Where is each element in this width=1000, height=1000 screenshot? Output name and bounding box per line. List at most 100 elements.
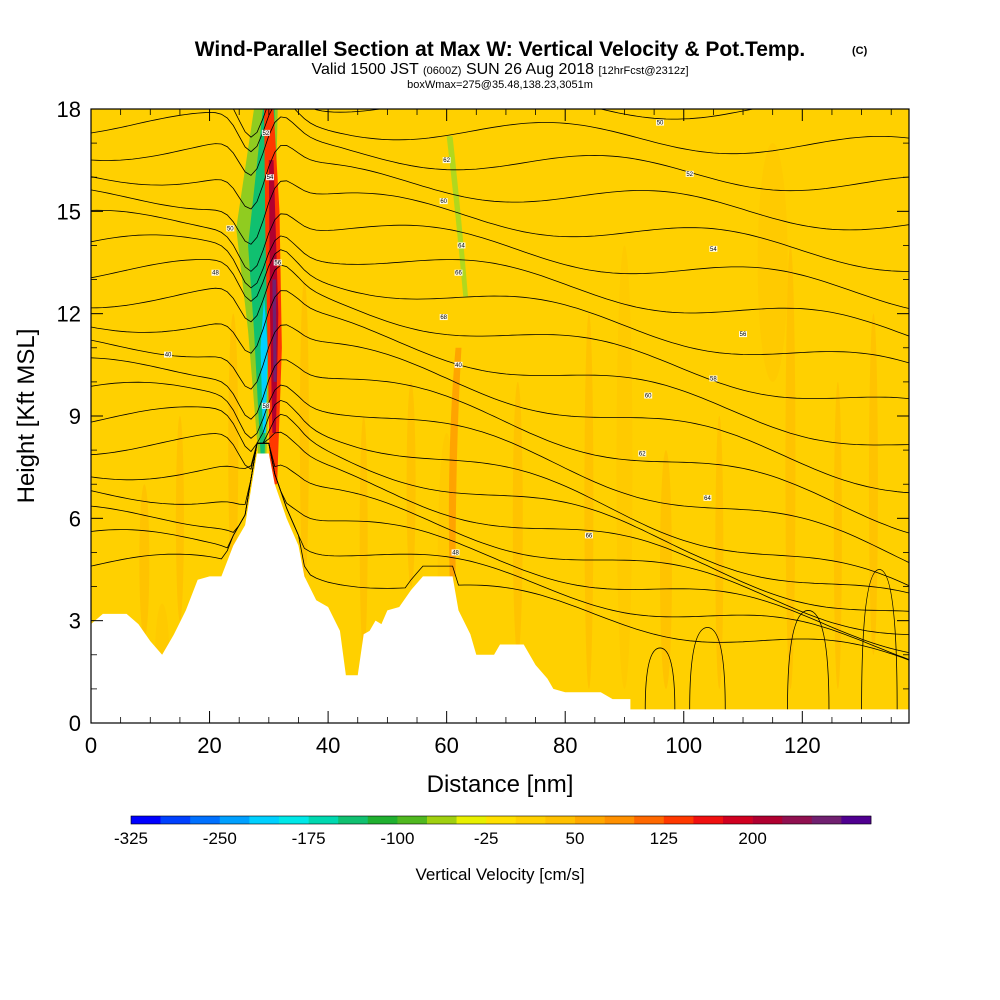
- colorbar-tick-label: -25: [474, 829, 499, 848]
- colorbar-tick-label: -175: [292, 829, 326, 848]
- x-axis: 0 20 40 60 80 100 120: [85, 109, 892, 758]
- valid-utc: (0600Z): [423, 65, 462, 77]
- isentrope-label: 64: [458, 243, 465, 249]
- isentrope-label: 58: [263, 404, 270, 410]
- y-tick-label: 9: [69, 404, 81, 429]
- y-tick-label: 6: [69, 506, 81, 531]
- y-tick-label: 0: [69, 711, 81, 736]
- isentrope-label-bg: [656, 119, 665, 126]
- isentrope-label-bg: [709, 245, 718, 252]
- weak-updraft-region: [659, 450, 672, 689]
- colorbar-swatch: [219, 816, 250, 824]
- isentrope-label-bg: [211, 269, 220, 276]
- colorbar-swatch: [811, 816, 842, 824]
- x-tick-label: 80: [553, 733, 577, 758]
- colorbar-swatch: [752, 816, 783, 824]
- isentrope-line: [91, 442, 909, 660]
- y-tick-label: 15: [57, 199, 81, 224]
- colorbar-tick-label: -325: [114, 829, 148, 848]
- isentrope-label: 60: [440, 199, 447, 205]
- terrain-mask: [91, 453, 909, 723]
- updraft-region: [757, 143, 788, 382]
- isentrope-label: 50: [657, 121, 664, 127]
- isentrope-label-bg: [454, 269, 463, 276]
- weak-updraft-region: [228, 313, 239, 587]
- downdraft-streak: [446, 136, 468, 297]
- colorbar-swatch: [723, 816, 753, 824]
- isentrope-label-bg: [442, 157, 451, 164]
- isentrope-label: 68: [440, 315, 447, 321]
- velocity-shading: [139, 109, 878, 706]
- colorbar-swatch: [367, 816, 398, 824]
- weak-updraft-region: [868, 313, 878, 655]
- colorbar-tick-label: -250: [203, 829, 237, 848]
- isentrope-label-bg: [584, 532, 593, 539]
- isentrope-label: 62: [639, 452, 646, 458]
- isentrope-label-bg: [451, 549, 460, 556]
- isentrope-line: [644, 647, 676, 710]
- isentrope-label: 66: [455, 271, 462, 277]
- isentrope-label-bg: [226, 225, 235, 232]
- isentrope-label: 56: [274, 261, 281, 267]
- isentrope-label: 56: [740, 332, 747, 338]
- isentrope-label-bg: [273, 259, 282, 266]
- colorbar-swatch: [160, 816, 191, 824]
- isentrope-line: [91, 442, 909, 653]
- weak-updraft-region: [715, 416, 724, 689]
- x-tick-label: 100: [665, 733, 702, 758]
- isentrope-line: [91, 264, 909, 399]
- isentrope-label: 40: [455, 363, 462, 369]
- weak-updraft-region: [584, 313, 594, 689]
- forecast-info: [12hrFcst@2312z]: [598, 65, 688, 77]
- colorbar-label: Vertical Velocity [cm/s]: [415, 865, 584, 884]
- isentrope-line: [91, 431, 909, 612]
- colorbar-tick-label: 50: [566, 829, 585, 848]
- isentrope-label-bg: [703, 494, 712, 501]
- isentrope-label: 62: [443, 158, 450, 164]
- colorbar-swatch: [604, 816, 635, 824]
- isentrope-line: [91, 109, 909, 155]
- colorbar-swatch: [663, 816, 694, 824]
- isentrope-label: 52: [263, 131, 270, 137]
- isentrope-label: 50: [227, 226, 234, 232]
- isentrope-label-bg: [266, 174, 275, 181]
- copyright-mark: (C): [852, 45, 868, 57]
- colorbar-swatch: [693, 816, 724, 824]
- weak-updraft-region: [406, 381, 416, 587]
- x-tick-label: 40: [316, 733, 340, 758]
- colorbar-swatch: [841, 816, 872, 824]
- isentrope-line: [689, 627, 726, 710]
- chart-title: Wind-Parallel Section at Max W: Vertical…: [195, 38, 806, 61]
- isentrope-label-bg: [739, 331, 748, 338]
- isentrope-line: [91, 290, 909, 446]
- colorbar-swatch: [190, 816, 221, 824]
- isentrope-label-bg: [709, 375, 718, 382]
- isentrope-line: [91, 180, 909, 272]
- isentrope-label: 66: [586, 533, 593, 539]
- isentrope-labels: 40 48 50 52 54 56 58 60 62 64 66 68 40 48 50 52 54 56 58 60…: [164, 119, 748, 556]
- isentrope-label-bg: [164, 351, 173, 358]
- weak-updraft-region: [512, 381, 523, 655]
- weak-updraft-region: [833, 381, 842, 689]
- colorbar-tick-label: -100: [380, 829, 414, 848]
- isentrope-line: [91, 413, 909, 594]
- isentrope-label: 58: [710, 376, 717, 382]
- isentrope-line: [91, 234, 909, 337]
- isentrope-label: 60: [645, 394, 652, 400]
- valid-date: SUN 26 Aug 2018: [466, 61, 594, 78]
- x-axis-label: Distance [nm]: [427, 771, 574, 798]
- x-tick-label: 120: [784, 733, 821, 758]
- isentrope-label: 54: [267, 175, 274, 181]
- y-axis-label: Height [Kft MSL]: [13, 329, 40, 504]
- colorbar-swatch: [308, 816, 339, 824]
- valid-time-line: Valid 1500 JST (0600Z) SUN 26 Aug 2018 […: [311, 61, 688, 78]
- isentrope-line: [787, 610, 830, 710]
- y-tick-label: 12: [57, 302, 81, 327]
- box-wmax-info: boxWmax=275@35.48,138.23,3051m: [407, 79, 593, 91]
- colorbar-frame: [130, 815, 872, 825]
- colorbar-swatch: [456, 816, 487, 824]
- isentrope-label-bg: [638, 450, 647, 457]
- colorbar-tick-label: 125: [650, 829, 678, 848]
- isentrope-line: [91, 324, 909, 494]
